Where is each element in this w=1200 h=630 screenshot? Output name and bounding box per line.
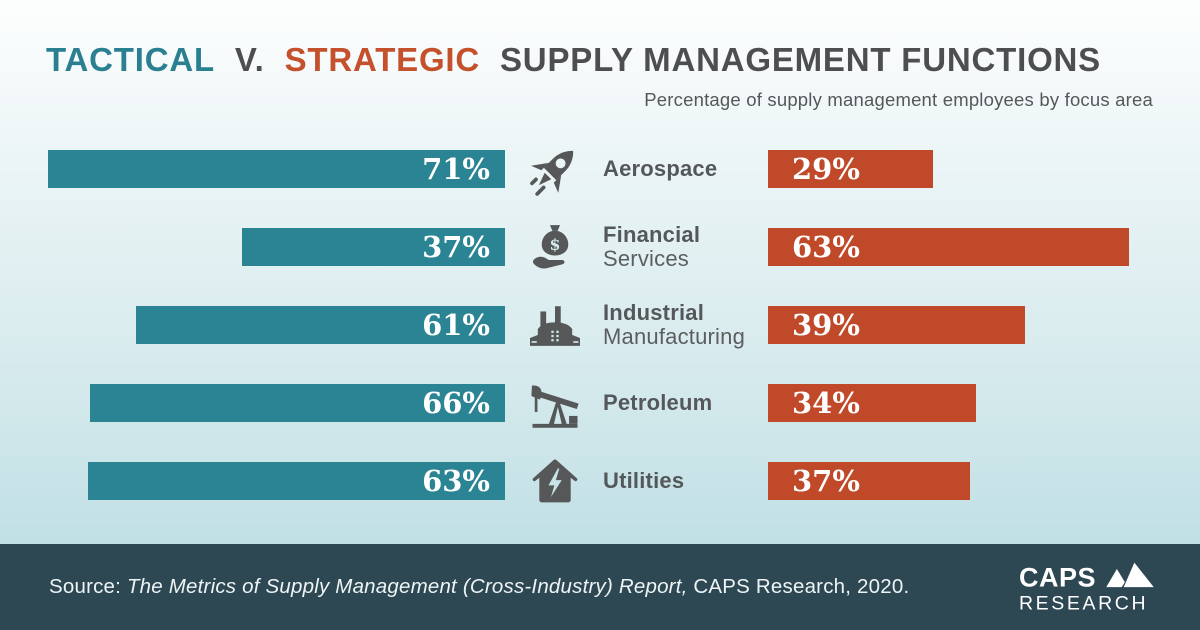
source-prefix: Source: <box>49 575 127 598</box>
source-suffix: CAPS Research, 2020. <box>687 575 910 598</box>
money-bag-hand-icon: $ <box>522 220 588 274</box>
title-word-rest: SUPPLY MANAGEMENT FUNCTIONS <box>500 41 1101 78</box>
category-label-financial: Financial Services <box>603 221 701 271</box>
category-label-line2: Services <box>603 246 689 271</box>
tactical-value-utilities: 63% <box>422 464 490 498</box>
category-petroleum: Petroleum <box>522 376 768 430</box>
category-label-line1: Petroleum <box>603 389 713 415</box>
tactical-bar-aerospace: 71% <box>48 150 505 188</box>
bar-chart: 71% Aerospace <box>0 150 1200 540</box>
tactical-bar-petroleum: 66% <box>90 384 505 422</box>
subtitle: Percentage of supply management employee… <box>644 89 1153 110</box>
category-label-line1: Aerospace <box>603 155 718 181</box>
house-bolt-icon <box>522 455 588 507</box>
title-word-vs: V. <box>234 41 265 78</box>
oil-pump-icon <box>522 376 588 430</box>
chart-row-financial-services: 37% $ Financial Services 63% <box>0 222 1200 271</box>
tactical-bar-utilities: 63% <box>88 462 505 500</box>
title-word-strategic: STRATEGIC <box>284 41 481 78</box>
strategic-bar-utilities: 37% <box>768 462 970 500</box>
category-financial: $ Financial Services <box>522 220 768 274</box>
strategic-bar-aerospace: 29% <box>768 150 933 188</box>
category-label-line2: Manufacturing <box>603 324 746 349</box>
chart-row-petroleum: 66% Petroleum <box>0 384 1200 428</box>
category-label-line1: Industrial <box>603 299 705 325</box>
category-label-line1: Utilities <box>603 467 685 493</box>
caps-logo-wordmark: CAPS <box>1018 562 1096 593</box>
category-label-line1: Financial <box>603 221 701 247</box>
category-aerospace: Aerospace <box>522 141 768 197</box>
strategic-bar-financial: 63% <box>768 228 1129 266</box>
tactical-bar-financial: 37% <box>242 228 505 266</box>
category-label-industrial: Industrial Manufacturing <box>603 299 746 349</box>
factory-icon <box>522 300 588 350</box>
caps-logo-research: RESEARCH <box>1018 592 1149 615</box>
mountain-icon <box>1103 560 1157 591</box>
category-label-utilities: Utilities <box>603 467 685 493</box>
strategic-value-aerospace: 29% <box>792 152 860 186</box>
tactical-value-petroleum: 66% <box>422 386 490 420</box>
strategic-value-petroleum: 34% <box>792 386 860 420</box>
strategic-value-utilities: 37% <box>792 464 860 498</box>
chart-row-industrial-manufacturing: 61% <box>0 300 1200 349</box>
category-utilities: Utilities <box>522 455 768 507</box>
chart-row-utilities: 63% Utilities 37% <box>0 459 1200 503</box>
source-line: Source: The Metrics of Supply Management… <box>49 575 909 599</box>
source-report-title: The Metrics of Supply Management (Cross-… <box>126 575 688 598</box>
svg-text:$: $ <box>550 235 561 254</box>
title-word-tactical: TACTICAL <box>46 41 215 78</box>
tactical-value-aerospace: 71% <box>422 152 490 186</box>
footer: Source: The Metrics of Supply Management… <box>0 544 1200 630</box>
strategic-bar-industrial: 39% <box>768 306 1025 344</box>
page-title: TACTICAL V. STRATEGIC SUPPLY MANAGEMENT … <box>46 41 1160 79</box>
tactical-value-industrial: 61% <box>422 308 490 342</box>
category-industrial: Industrial Manufacturing <box>522 300 768 350</box>
caps-research-logo: CAPS RESEARCH <box>1019 560 1157 614</box>
category-label-petroleum: Petroleum <box>603 389 713 415</box>
category-label-aerospace: Aerospace <box>603 155 718 181</box>
tactical-bar-industrial: 61% <box>136 306 505 344</box>
caps-logo-top: CAPS <box>1019 560 1157 591</box>
strategic-value-financial: 63% <box>792 230 860 264</box>
tactical-value-financial: 37% <box>422 230 490 264</box>
chart-row-aerospace: 71% Aerospace <box>0 150 1200 196</box>
strategic-value-industrial: 39% <box>792 308 860 342</box>
rocket-icon <box>522 141 588 197</box>
strategic-bar-petroleum: 34% <box>768 384 976 422</box>
